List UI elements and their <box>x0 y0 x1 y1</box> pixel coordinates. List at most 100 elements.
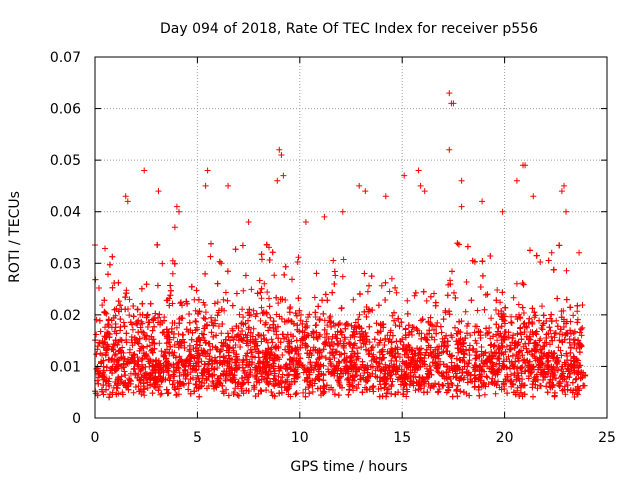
data-point <box>264 289 271 296</box>
data-point <box>248 286 255 293</box>
data-point <box>375 386 382 392</box>
data-point <box>257 317 264 324</box>
data-point <box>437 358 444 365</box>
data-point <box>364 288 371 295</box>
data-point <box>356 311 363 318</box>
data-point <box>498 340 505 347</box>
data-point <box>570 330 577 337</box>
data-point <box>332 322 338 329</box>
data-point <box>466 347 473 354</box>
data-point <box>305 314 311 321</box>
data-point <box>239 328 246 334</box>
data-point <box>294 259 301 265</box>
data-point <box>198 358 205 365</box>
data-point <box>538 325 545 331</box>
data-point <box>316 317 323 324</box>
data-point <box>169 270 176 277</box>
data-point <box>102 351 109 358</box>
data-point <box>389 378 396 385</box>
data-point <box>96 317 103 324</box>
data-point <box>236 311 243 318</box>
data-point <box>239 242 246 249</box>
data-point <box>263 337 270 344</box>
data-point <box>292 391 299 398</box>
data-point <box>510 294 517 301</box>
data-point <box>377 337 384 344</box>
data-point <box>271 272 278 279</box>
data-point <box>293 390 300 397</box>
data-point <box>99 302 106 309</box>
data-point <box>268 389 275 395</box>
data-point <box>333 348 340 355</box>
data-point <box>202 309 209 316</box>
data-point <box>573 345 580 352</box>
data-point <box>239 306 246 313</box>
data-point <box>258 304 265 311</box>
data-point <box>350 296 357 303</box>
data-point <box>193 366 200 373</box>
data-point <box>563 378 570 385</box>
data-point <box>386 288 393 295</box>
data-point <box>440 382 447 389</box>
data-point <box>269 339 276 346</box>
data-point <box>371 336 378 343</box>
data-point <box>214 299 221 306</box>
data-point <box>554 367 561 374</box>
data-point <box>356 290 363 297</box>
data-point <box>118 373 125 380</box>
data-point <box>352 319 359 326</box>
data-point <box>120 319 127 326</box>
data-point <box>339 273 346 280</box>
data-point <box>302 386 309 393</box>
data-point <box>396 362 403 369</box>
data-point <box>268 336 275 343</box>
data-point <box>369 344 376 350</box>
data-point <box>423 297 430 304</box>
data-point <box>126 296 133 303</box>
data-point <box>423 365 430 372</box>
data-point <box>488 315 495 322</box>
data-point <box>464 323 470 329</box>
data-point <box>393 289 400 296</box>
data-point <box>548 333 555 340</box>
data-point <box>275 300 282 307</box>
data-point <box>312 309 319 316</box>
data-point <box>513 280 520 287</box>
data-point <box>261 280 268 287</box>
data-point <box>548 249 555 256</box>
data-point <box>324 322 331 329</box>
data-point <box>220 296 227 303</box>
data-point <box>303 318 310 325</box>
data-point <box>173 364 180 371</box>
data-point <box>196 378 203 385</box>
data-point <box>185 380 192 387</box>
data-point <box>312 322 319 329</box>
data-point <box>497 299 504 306</box>
data-point <box>513 376 520 383</box>
data-point <box>272 376 278 383</box>
data-point <box>158 348 165 355</box>
data-point <box>576 249 583 256</box>
data-point <box>469 346 476 353</box>
data-point <box>515 372 522 379</box>
data-point <box>400 391 407 398</box>
data-point <box>579 302 586 308</box>
data-point <box>114 357 121 364</box>
data-point <box>405 322 412 329</box>
data-point <box>214 365 221 371</box>
data-point <box>537 259 544 265</box>
data-point <box>173 324 180 331</box>
data-point <box>268 344 275 351</box>
data-point <box>240 314 247 321</box>
data-point <box>158 390 165 397</box>
data-point <box>311 294 318 301</box>
data-point <box>524 349 531 356</box>
data-point <box>505 353 512 360</box>
data-point <box>157 391 164 398</box>
data-point <box>297 317 304 324</box>
data-point <box>494 337 501 344</box>
data-point <box>262 369 269 376</box>
data-point <box>519 376 526 383</box>
data-points <box>92 90 589 401</box>
data-point <box>454 382 461 389</box>
